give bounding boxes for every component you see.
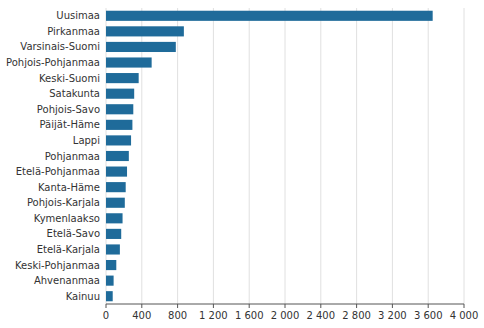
x-tick [106, 304, 107, 308]
grid [106, 8, 464, 304]
y-tick-label: Pohjois-Pohjanmaa [6, 57, 100, 68]
x-tick [213, 304, 214, 308]
x-tick [285, 304, 286, 308]
y-tick-label: Satakunta [49, 88, 100, 99]
bar [106, 213, 123, 223]
x-tick-label: 400 [132, 310, 151, 321]
bar [106, 244, 120, 254]
chart-svg: 0 400 800 1 200 1 600 2 000 2 400 2 800 3 200 3 6… [0, 0, 484, 328]
x-tick-label: 800 [168, 310, 187, 321]
x-tick [320, 304, 321, 308]
y-tick-label: Etelä-Karjala [37, 244, 100, 255]
bar [106, 229, 121, 239]
bar [106, 26, 184, 36]
x-axis: 0 400 800 1 200 1 600 2 000 2 400 2 800 3 200 3 6… [103, 304, 479, 321]
y-tick-label: Lappi [73, 135, 100, 146]
bar [106, 198, 125, 208]
bar [106, 11, 433, 21]
grid-line [356, 8, 357, 304]
bar [106, 167, 127, 177]
y-tick-label: Pohjois-Savo [37, 104, 100, 115]
y-axis: Kainuu Ahvenanmaa Keski-Pohjanmaa Etelä-Kar… [6, 10, 100, 301]
x-tick [392, 304, 393, 308]
bar [106, 260, 116, 270]
bar [106, 89, 134, 99]
y-tick-label: Päijät-Häme [40, 119, 100, 130]
chart-container: 0 400 800 1 200 1 600 2 000 2 400 2 800 3 200 3 6… [0, 0, 484, 328]
y-tick-label: Kymenlaakso [34, 213, 100, 224]
y-tick-label: Kainuu [66, 291, 100, 302]
bar [106, 42, 176, 52]
x-tick [249, 304, 250, 308]
y-tick-label: Pohjanmaa [45, 151, 100, 162]
background [0, 0, 484, 328]
bars [106, 11, 433, 302]
grid-line [177, 8, 178, 304]
bar [106, 291, 113, 301]
y-tick-label: Ahvenanmaa [34, 275, 100, 286]
bar [106, 57, 152, 67]
grid-line [213, 8, 214, 304]
y-tick-label: Keski-Suomi [39, 73, 100, 84]
x-tick-label: 3 200 [378, 310, 407, 321]
x-tick-label: 1 200 [199, 310, 228, 321]
y-tick-label: Pirkanmaa [47, 26, 100, 37]
x-tick-label: 0 [103, 310, 109, 321]
x-tick-label: 4 000 [450, 310, 479, 321]
x-tick [356, 304, 357, 308]
y-tick-label: Uusimaa [56, 10, 100, 21]
bar [106, 104, 133, 114]
bar [106, 276, 114, 286]
x-tick [141, 304, 142, 308]
bar [106, 151, 129, 161]
y-tick-label: Etelä-Pohjanmaa [16, 166, 100, 177]
bar [106, 182, 126, 192]
grid-line [464, 8, 465, 304]
y-tick-label: Varsinais-Suomi [20, 41, 100, 52]
bar [106, 135, 131, 145]
x-tick-label: 2 800 [342, 310, 371, 321]
x-tick-label: 3 600 [414, 310, 443, 321]
grid-line [249, 8, 250, 304]
x-tick-label: 2 000 [271, 310, 300, 321]
grid-line [392, 8, 393, 304]
x-tick [428, 304, 429, 308]
grid-line [285, 8, 286, 304]
bar [106, 120, 132, 130]
x-tick-label: 1 600 [235, 310, 264, 321]
grid-line [141, 8, 142, 304]
x-tick-label: 2 400 [306, 310, 335, 321]
grid-line [320, 8, 321, 304]
bar [106, 73, 139, 83]
y-tick-label: Etelä-Savo [47, 228, 100, 239]
y-tick-label: Keski-Pohjanmaa [15, 260, 100, 271]
y-tick-label: Pohjois-Karjala [27, 197, 100, 208]
y-tick-label: Kanta-Häme [38, 182, 100, 193]
grid-line [428, 8, 429, 304]
x-tick [464, 304, 465, 308]
x-tick [177, 304, 178, 308]
